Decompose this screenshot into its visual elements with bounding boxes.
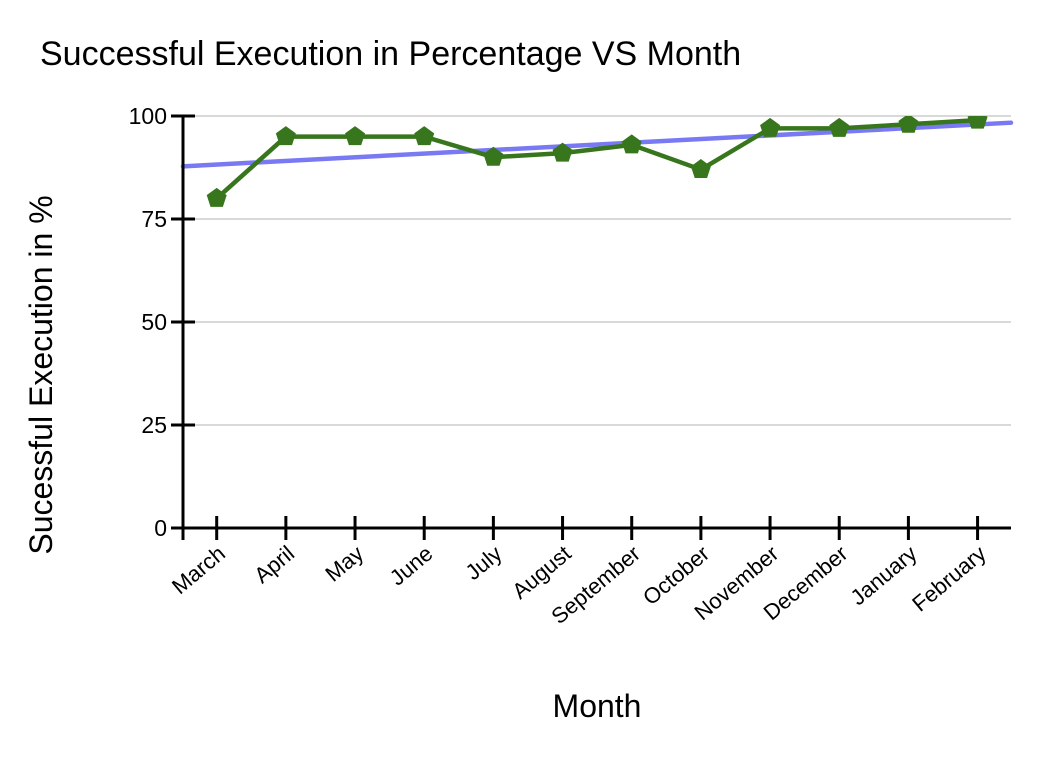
data-point-april: [275, 126, 296, 146]
trendline: [180, 120, 1014, 169]
y-axis-title: Sucessful Execution in %: [23, 195, 59, 554]
data-point-august: [552, 142, 573, 162]
data-point-march: [206, 187, 227, 207]
x-tick-label-june: June: [385, 541, 438, 591]
x-tick-label-april: April: [249, 541, 299, 588]
data-point-june: [414, 126, 435, 146]
x-tick-label-february: February: [907, 541, 991, 617]
x-tick-label-may: May: [320, 541, 368, 587]
y-tick-label-0: 0: [154, 515, 167, 541]
data-point-may: [345, 126, 366, 146]
data-point-october: [690, 159, 711, 179]
chart-title: Successful Execution in Percentage VS Mo…: [40, 35, 741, 73]
data-point-january: [898, 116, 919, 133]
series-line: [215, 117, 978, 201]
x-tick-label-march: March: [167, 541, 230, 599]
y-tick-label-25: 25: [141, 412, 167, 438]
y-tick-label-75: 75: [141, 206, 167, 232]
data-point-february: [967, 116, 988, 129]
y-tick-label-100: 100: [129, 103, 167, 129]
y-tick-label-50: 50: [141, 309, 167, 335]
x-axis-title: Month: [553, 688, 642, 724]
data-point-september: [621, 134, 642, 154]
data-point-november: [760, 117, 781, 137]
data-point-december: [829, 117, 850, 137]
x-tick-label-july: July: [461, 541, 507, 585]
data-point-july: [483, 146, 504, 166]
series-group: [206, 116, 988, 207]
